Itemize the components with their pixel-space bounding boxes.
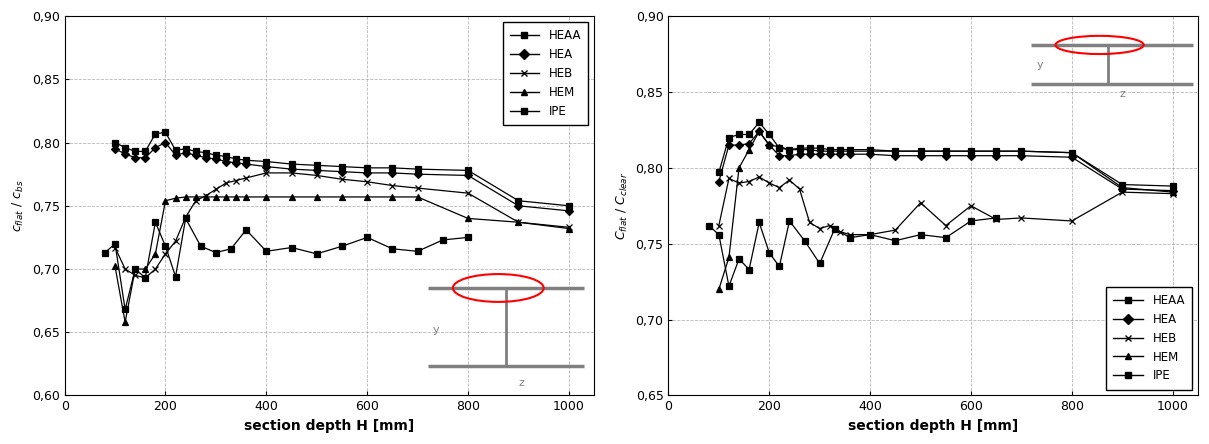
Text: y: y bbox=[433, 325, 439, 335]
Text: z: z bbox=[1120, 88, 1126, 99]
X-axis label: section depth H [mm]: section depth H [mm] bbox=[244, 419, 415, 433]
Y-axis label: $c_{flat}$ / $c_{bs}$: $c_{flat}$ / $c_{bs}$ bbox=[11, 179, 27, 232]
Text: z: z bbox=[519, 378, 525, 388]
Legend: HEAA, HEA, HEB, HEM, IPE: HEAA, HEA, HEB, HEM, IPE bbox=[1106, 287, 1192, 389]
Legend: HEAA, HEA, HEB, HEM, IPE: HEAA, HEA, HEB, HEM, IPE bbox=[503, 22, 589, 125]
X-axis label: section depth H [mm]: section depth H [mm] bbox=[848, 419, 1018, 433]
Y-axis label: $C_{flat}$ / $C_{clear}$: $C_{flat}$ / $C_{clear}$ bbox=[615, 172, 630, 240]
Text: y: y bbox=[1036, 59, 1043, 70]
